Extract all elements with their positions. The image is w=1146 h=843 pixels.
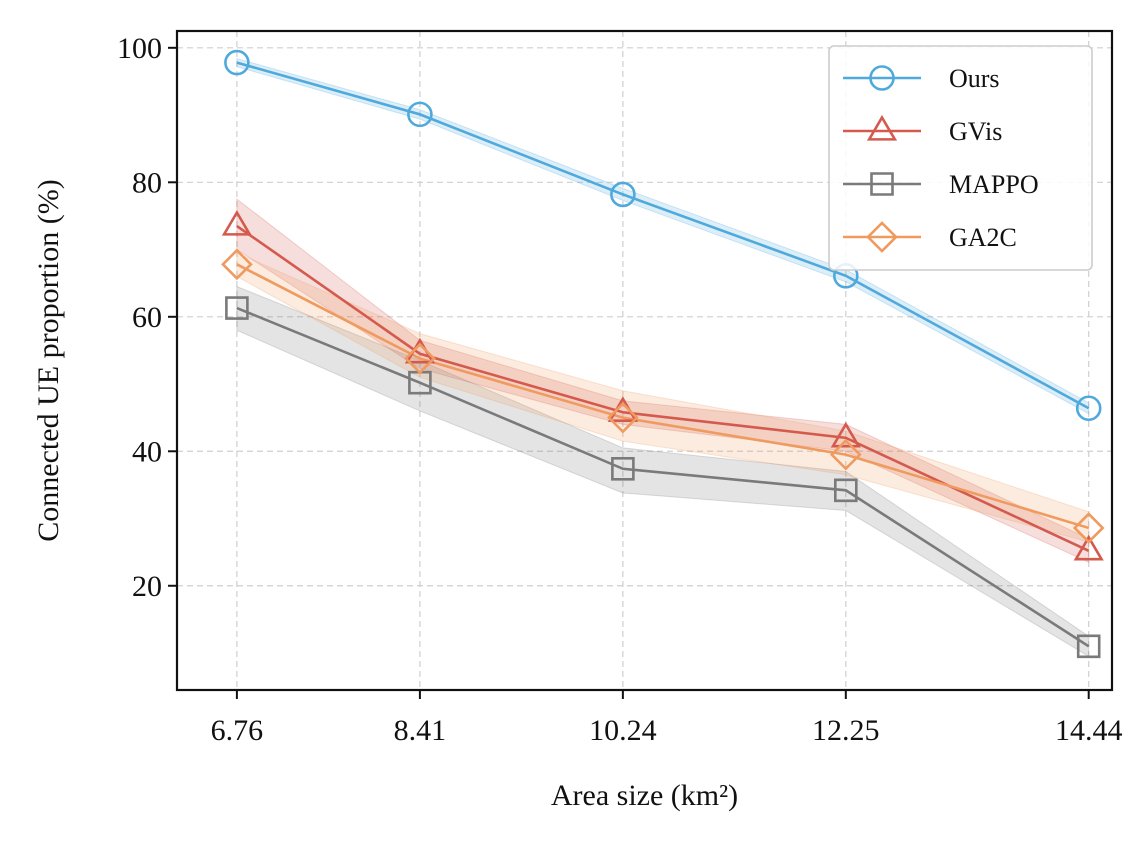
ga2c-confidence-band [236,252,1090,543]
y-axis-title: Connected UE proportion (%) [32,179,65,541]
gvis-point [221,209,252,236]
legend-label-gvis: GVis [949,117,1002,146]
legend: Ours GVis MAPPO GA2C [828,45,1093,271]
x-tick-label: 6.76 [211,714,264,747]
gvis-line [236,224,1090,552]
ours-point [407,101,433,128]
legend-box [828,45,1093,271]
grid-lines [177,31,1112,690]
x-tick-label: 12.25 [812,714,880,747]
x-tick-label: 14.44 [1055,714,1123,747]
x-tick-label: 10.24 [589,714,657,747]
mappo-point [834,478,858,503]
y-tick-label: 60 [132,301,162,334]
ga2c-point [829,438,862,471]
legend-marker-ga2c [866,221,898,253]
ga2c-line [236,263,1090,530]
gvis-confidence-band [236,198,1090,564]
ga2c-point [1072,512,1105,544]
mappo-point [611,456,635,481]
legend-marker-ours [869,65,895,91]
x-tick-label: 8.41 [394,714,447,747]
legend-label-ours: Ours [949,64,1000,93]
series-lines [236,61,1090,648]
ours-point [1075,395,1102,422]
ours-confidence-band [236,57,1090,415]
mappo-line [236,306,1090,648]
axis-ticks: 6.76 8.41 10.24 12.25 14.44 20 40 60 80 100 [117,32,1122,747]
ours-line [236,61,1090,410]
ga2c-point [607,401,639,434]
ga2c-point [404,342,436,375]
ours-point [610,181,636,208]
gvis-point [830,421,861,448]
x-axis-title: Area size (km²) [551,779,738,812]
ours-point [224,49,250,76]
legend-label-mappo: MAPPO [949,170,1039,199]
series-markers [221,49,1105,659]
legend-marker-gvis [866,114,898,141]
legend-label-ga2c: GA2C [949,223,1017,252]
mappo-point [1076,634,1101,659]
ga2c-point [221,248,253,281]
mappo-point [225,296,249,320]
y-tick-label: 100 [117,32,162,65]
y-tick-label: 80 [132,166,162,199]
gvis-point [1073,534,1104,561]
plot-area-frame [175,29,1114,692]
y-tick-label: 20 [132,570,162,603]
y-tick-label: 40 [132,435,162,468]
legend-marker-mappo [870,172,894,196]
mappo-point [408,370,432,395]
